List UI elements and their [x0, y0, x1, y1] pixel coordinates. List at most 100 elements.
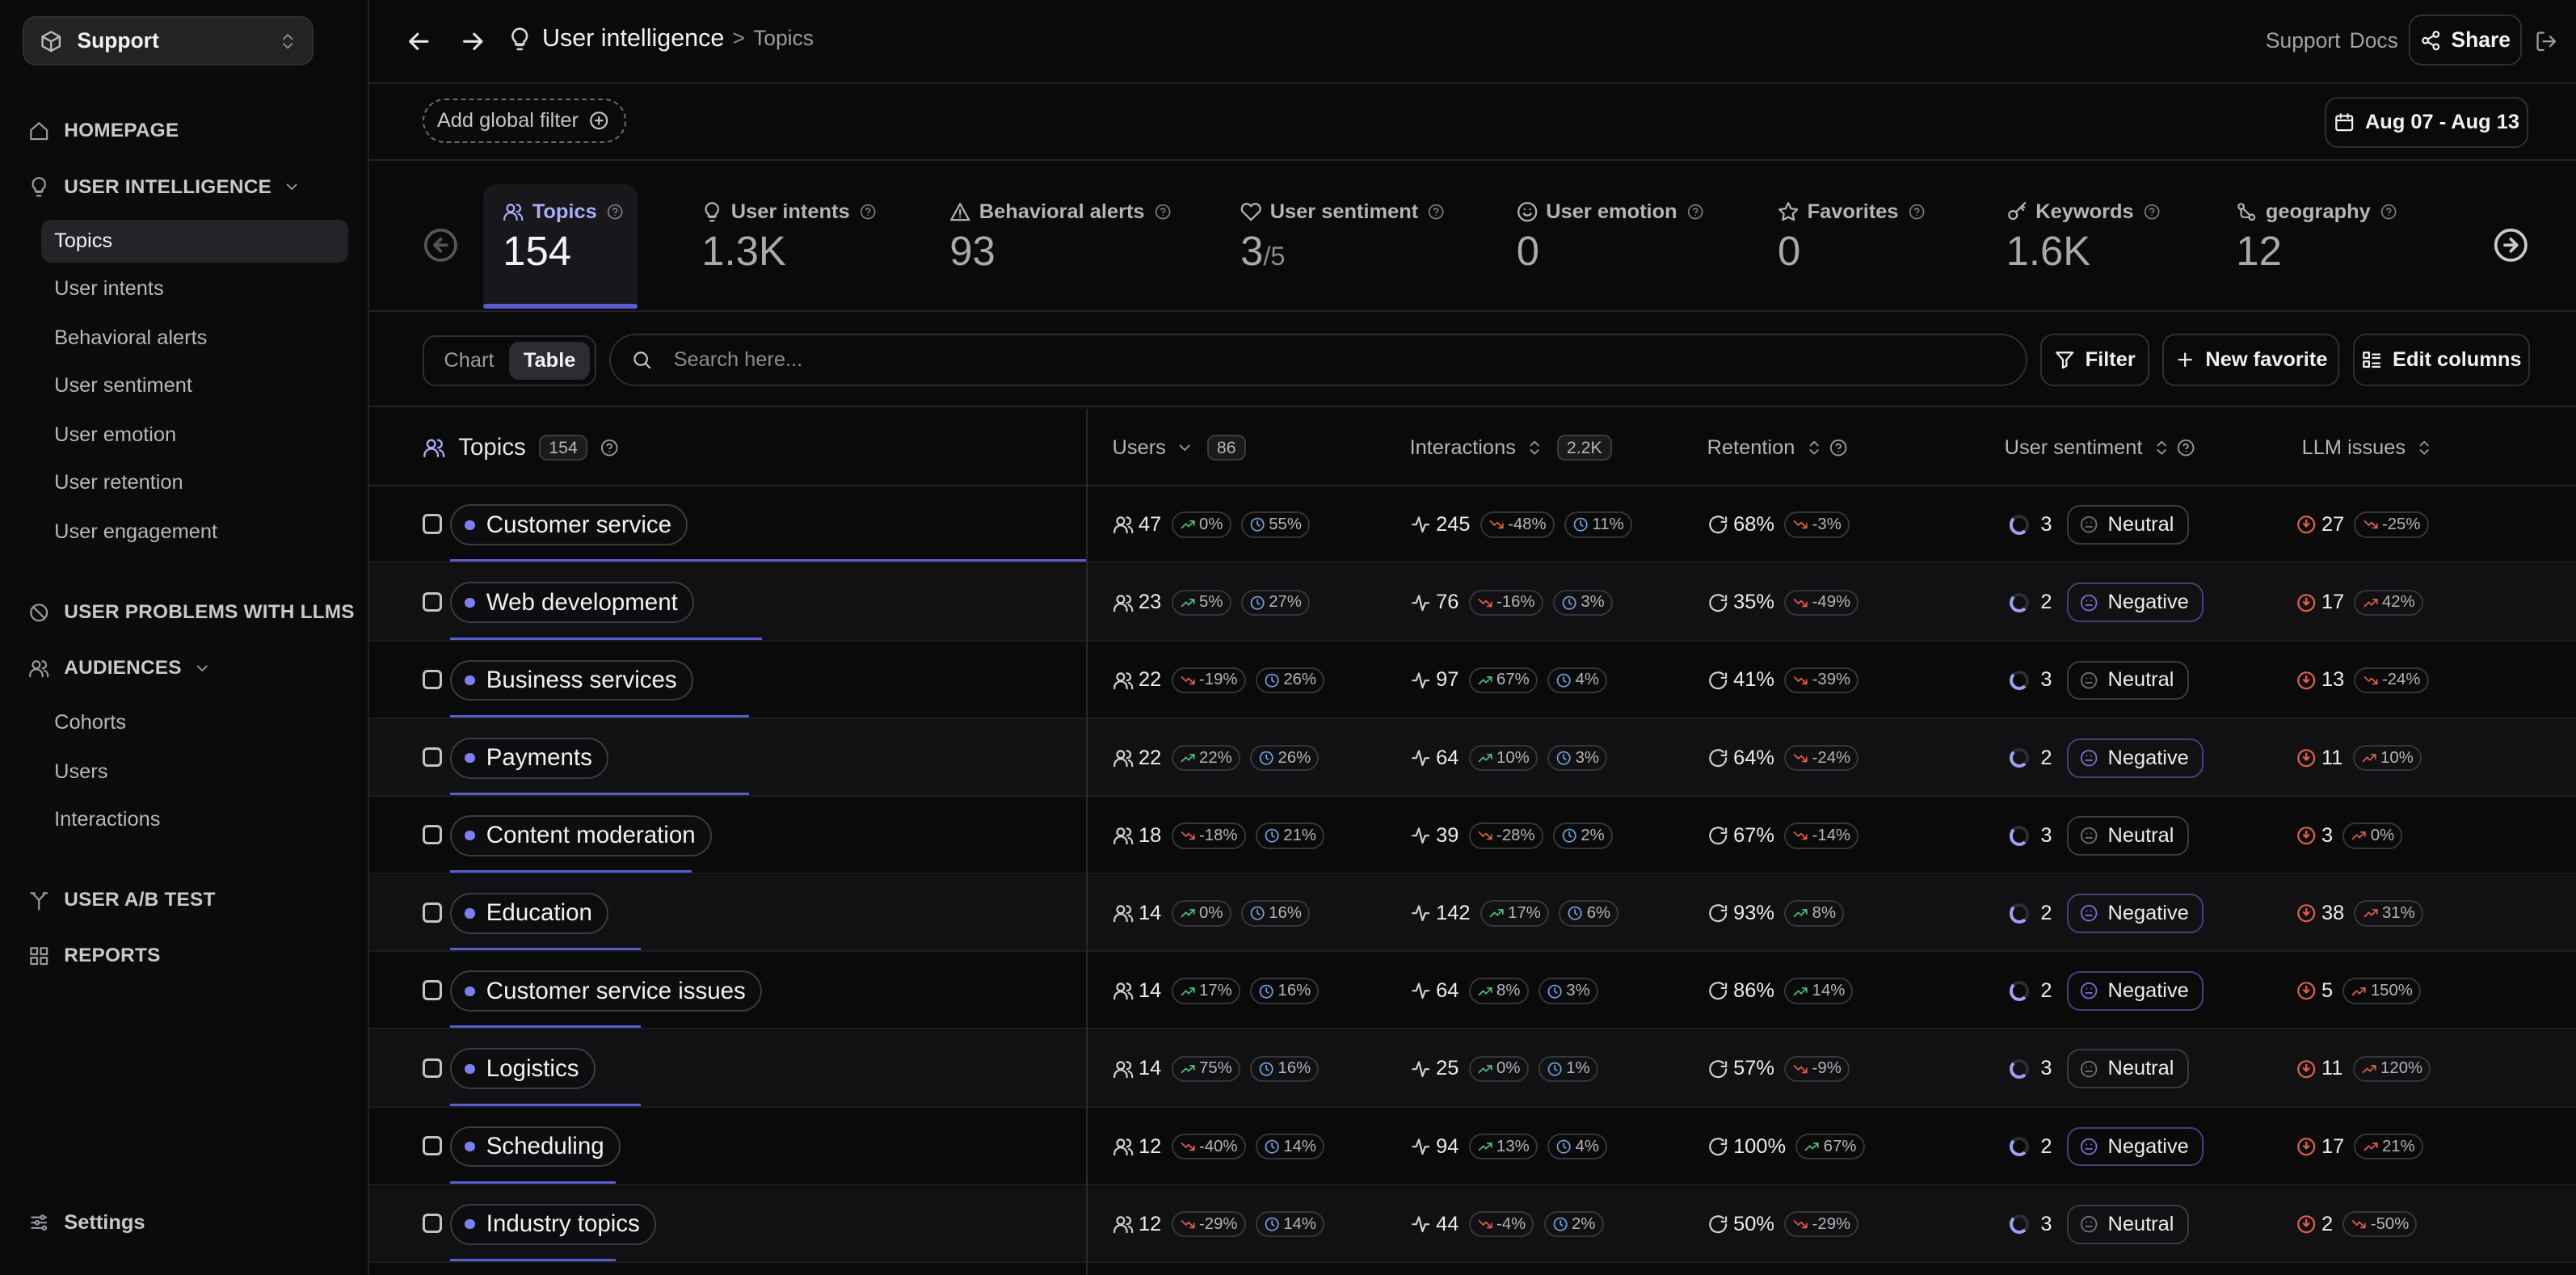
pill-value: 1%	[1566, 1059, 1590, 1078]
table-row[interactable]: Web development 23 5% 27% 76 -16% 3% 35% -49% 2 Ne…	[369, 564, 2576, 642]
row-checkbox[interactable]	[422, 591, 442, 612]
column-header-llm-issues[interactable]: LLM issues	[2302, 409, 2434, 486]
arrow-right-circle-icon[interactable]	[2493, 227, 2529, 263]
table-row[interactable]: Logistics 14 75% 16% 25 0% 1% 57% -9% 3 Neutral 11 1…	[369, 1030, 2576, 1108]
nav-homepage[interactable]: HOMEPAGE	[28, 120, 179, 142]
row-checkbox[interactable]	[422, 747, 442, 768]
column-header-interactions[interactable]: Interactions 2.2K	[1410, 409, 1612, 486]
column-header-retention[interactable]: Retention	[1707, 409, 1848, 486]
search-box[interactable]: Search here...	[609, 333, 2028, 386]
metric-tab-topics[interactable]: Topics 154	[482, 183, 638, 309]
column-header-user-sentiment[interactable]: User sentiment	[2005, 409, 2195, 486]
sidebar-item-user-intents[interactable]: User intents	[41, 267, 348, 310]
nav-ab-test[interactable]: USER A/B TEST	[28, 889, 216, 911]
clock-icon	[1258, 983, 1274, 999]
topic-chip[interactable]: Customer service issues	[450, 970, 763, 1012]
metric-tab-behavioral-alerts[interactable]: Behavioral alerts 93	[930, 184, 1176, 305]
sentiment-cell: 2 Negative	[2009, 1108, 2204, 1185]
sidebar-item-users[interactable]: Users	[41, 751, 348, 793]
new-favorite-button[interactable]: New favorite	[2161, 333, 2340, 386]
row-checkbox[interactable]	[422, 1213, 442, 1234]
row-checkbox[interactable]	[422, 1058, 442, 1079]
topic-chip[interactable]: Logistics	[450, 1048, 596, 1090]
sidebar-item-user-sentiment[interactable]: User sentiment	[41, 364, 348, 407]
interactions-cell: 44 -4% 2%	[1410, 1185, 1604, 1263]
pill-value: 0%	[2370, 826, 2395, 844]
chart-view-button[interactable]: Chart	[444, 348, 495, 372]
share-badge: 3%	[1552, 589, 1613, 616]
nav-user-intelligence[interactable]: USER INTELLIGENCE	[28, 176, 301, 199]
topic-chip[interactable]: Content moderation	[450, 814, 712, 856]
column-divider	[1086, 409, 1088, 1275]
pill-value: 8%	[1496, 982, 1521, 1000]
grid-icon	[28, 945, 49, 966]
sidebar-item-interactions[interactable]: Interactions	[41, 798, 348, 841]
metric-tab-favorites[interactable]: Favorites 0	[1758, 184, 1939, 305]
row-checkbox[interactable]	[422, 825, 442, 845]
table-row[interactable]: Education 14 0% 16% 142 17% 6% 93% 8% 2 Negative 38…	[369, 874, 2576, 953]
topic-chip[interactable]: Education	[450, 893, 609, 934]
filter-button[interactable]: Filter	[2040, 333, 2149, 386]
topic-chip[interactable]: Scheduling	[450, 1126, 621, 1168]
sidebar-item-cohorts[interactable]: Cohorts	[41, 701, 348, 744]
column-header-users[interactable]: Users 86	[1113, 409, 1246, 486]
change-badge: 13%	[1468, 1133, 1538, 1160]
sentiment-label: Neutral	[2107, 823, 2174, 847]
metric-tab-user-emotion[interactable]: User emotion 0	[1496, 184, 1710, 305]
metric-tab-user-intents[interactable]: User intents 1.3K	[682, 184, 879, 305]
page-title[interactable]: User intelligence	[541, 24, 725, 53]
pill-value: 13%	[1496, 1137, 1530, 1155]
table-row[interactable]: Business services 22 -19% 26% 97 67% 4% 41% -39%…	[369, 642, 2576, 719]
metric-tab-user-sentiment[interactable]: User sentiment 3/5	[1221, 184, 1451, 305]
nav-audiences[interactable]: AUDIENCES	[28, 657, 212, 680]
support-link[interactable]: Support	[2265, 27, 2341, 53]
workspace-switcher[interactable]: Support	[23, 16, 314, 66]
sidebar-item-behavioral-alerts[interactable]: Behavioral alerts	[41, 317, 348, 360]
table-view-button[interactable]: Table	[509, 341, 590, 380]
trend-up-icon	[1477, 983, 1493, 999]
sidebar-item-label: Topics	[54, 229, 113, 253]
logout-icon[interactable]	[2535, 30, 2557, 53]
table-row[interactable]: Customer service 47 0% 55% 245 -48% 11% 68% -3% 3…	[369, 486, 2576, 564]
row-checkbox[interactable]	[422, 1135, 442, 1156]
nav-homepage-label: HOMEPAGE	[64, 120, 179, 142]
table-row[interactable]: Industry topics 12 -29% 14% 44 -4% 2% 50% -29% 3 N…	[369, 1185, 2576, 1263]
table-row[interactable]: Customer service issues 14 17% 16% 64 8% 3% 86%…	[369, 953, 2576, 1030]
topic-chip[interactable]: Industry topics	[450, 1203, 657, 1245]
forward-arrow-icon[interactable]	[458, 27, 488, 57]
metric-tab-keywords[interactable]: Keywords 1.6K	[1986, 184, 2167, 305]
retention-cell: 86% 14%	[1707, 953, 1854, 1030]
arrow-left-circle-icon[interactable]	[423, 227, 459, 263]
settings-link[interactable]: Settings	[28, 1211, 145, 1235]
metric-tab-geography[interactable]: geography 12	[2216, 184, 2397, 305]
nav-reports[interactable]: REPORTS	[28, 945, 161, 967]
row-checkbox[interactable]	[422, 980, 442, 1000]
topic-chip[interactable]: Customer service	[450, 504, 688, 546]
table-row[interactable]: Payments 22 22% 26% 64 10% 3% 64% -24% 2 Negative 1…	[369, 719, 2576, 797]
row-checkbox[interactable]	[422, 514, 442, 534]
table-row[interactable]: Scheduling 12 -40% 14% 94 13% 4% 100% 67% 2 Negati…	[369, 1108, 2576, 1185]
topic-chip[interactable]: Business services	[450, 659, 693, 701]
nav-user-problems[interactable]: USER PROBLEMS WITH LLMS	[28, 601, 355, 624]
users-icon	[1113, 825, 1134, 846]
sidebar-item-label: Behavioral alerts	[54, 326, 208, 350]
date-range-button[interactable]: Aug 07 - Aug 13	[2325, 96, 2529, 148]
back-arrow-icon[interactable]	[404, 27, 434, 57]
sidebar-item-user-retention[interactable]: User retention	[41, 461, 348, 504]
topic-chip[interactable]: Payments	[450, 737, 609, 779]
topic-chip[interactable]: Web development	[450, 582, 695, 624]
table-row[interactable]: Content moderation 18 -18% 21% 39 -28% 2% 67% -1…	[369, 797, 2576, 875]
change-badge: 42%	[2354, 589, 2423, 616]
row-checkbox[interactable]	[422, 903, 442, 923]
row-checkbox[interactable]	[422, 669, 442, 690]
sidebar-item-user-engagement[interactable]: User engagement	[41, 511, 348, 553]
sidebar-item-user-emotion[interactable]: User emotion	[41, 414, 348, 457]
sidebar-item-topics[interactable]: Topics	[40, 220, 349, 263]
pill-value: -49%	[1812, 593, 1851, 612]
trend-down-icon	[1792, 595, 1808, 611]
docs-link[interactable]: Docs	[2349, 27, 2398, 53]
edit-columns-button[interactable]: Edit columns	[2352, 333, 2531, 386]
column-header-topics[interactable]: Topics 154	[423, 409, 619, 486]
share-button[interactable]: Share	[2408, 15, 2523, 66]
add-global-filter-button[interactable]: Add global filter	[422, 98, 626, 143]
